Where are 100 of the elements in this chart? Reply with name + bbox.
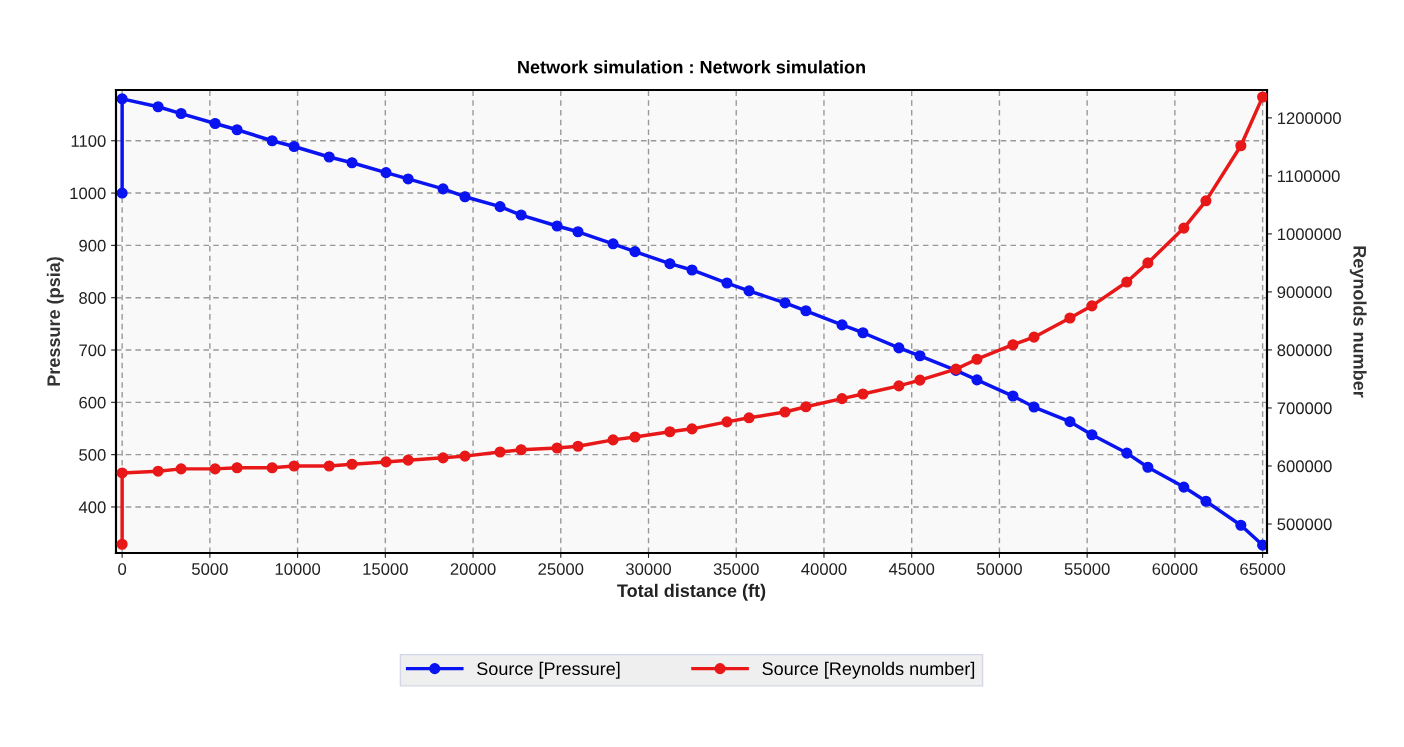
y2-tick-label: 700000: [1277, 402, 1332, 415]
x-tick-label: 60000: [1152, 563, 1198, 575]
y-tick-label: 700: [79, 344, 106, 357]
point: [323, 151, 335, 163]
point: [721, 277, 733, 289]
point: [515, 209, 527, 221]
x-tick-label: 20000: [450, 563, 496, 575]
chart-title: Network simulation : Network simulation: [518, 60, 865, 74]
point: [1178, 222, 1190, 234]
x-tick-label: 30000: [625, 563, 672, 575]
point: [380, 456, 392, 468]
point: [402, 454, 414, 466]
y-tick-label: 1000: [70, 187, 106, 200]
point: [1121, 447, 1133, 459]
point: [402, 173, 414, 185]
x-tick-label: 50000: [976, 563, 1022, 575]
point: [175, 107, 187, 120]
point: [1235, 519, 1247, 531]
point: [1257, 539, 1267, 551]
point: [152, 101, 164, 113]
point: [116, 187, 128, 199]
point: [1086, 429, 1098, 441]
point: [1007, 390, 1019, 402]
point: [323, 460, 335, 472]
x-tick-label: 25000: [538, 563, 584, 575]
x-tick-label: 40000: [801, 563, 847, 575]
point: [1028, 401, 1040, 413]
point: [266, 135, 278, 147]
point: [1142, 257, 1154, 269]
point: [857, 327, 869, 339]
point: [664, 426, 676, 438]
point: [152, 465, 164, 477]
point: [1200, 195, 1212, 207]
point: [572, 226, 584, 238]
x-tick-label: 35000: [713, 563, 759, 575]
point: [1142, 461, 1154, 473]
legend-label: Source [Reynolds number]: [762, 661, 975, 679]
point: [209, 117, 221, 130]
point: [629, 246, 641, 258]
point: [857, 388, 869, 400]
x-tick-label: 45000: [888, 563, 935, 575]
point: [893, 380, 905, 392]
point: [551, 220, 563, 232]
point: [1235, 140, 1247, 152]
y-tick-label: 800: [79, 292, 106, 304]
point: [914, 374, 926, 386]
point: [1064, 416, 1076, 428]
y-tick-label: 400: [78, 501, 106, 514]
point: [743, 412, 755, 424]
point: [1200, 495, 1212, 507]
x-tick-label: 55000: [1064, 563, 1110, 575]
point: [971, 353, 983, 365]
point: [494, 201, 506, 213]
y-tick-label: 600: [79, 396, 106, 409]
point: [743, 285, 755, 297]
point: [346, 458, 358, 470]
point: [893, 342, 905, 354]
point: [836, 319, 848, 331]
point: [266, 462, 278, 474]
point: [116, 538, 128, 550]
point: [551, 442, 563, 454]
point: [459, 450, 471, 462]
point: [515, 444, 527, 456]
point: [380, 167, 392, 179]
point: [288, 460, 300, 472]
y2-tick-label: 600000: [1277, 460, 1332, 473]
point: [288, 140, 300, 153]
point: [116, 93, 128, 105]
point: [494, 446, 506, 458]
point: [686, 264, 698, 276]
x-tick-label: 65000: [1240, 563, 1286, 575]
y2-tick-label: 800000: [1277, 344, 1332, 357]
point: [346, 157, 358, 169]
point: [914, 350, 926, 362]
point: [116, 467, 128, 479]
point: [629, 431, 641, 443]
point: [175, 463, 187, 475]
point: [231, 462, 243, 474]
point: [971, 374, 983, 386]
x-axis-title: Total distance (ft): [617, 583, 766, 601]
x-tick-label: 5000: [192, 563, 228, 575]
legend-label: Source [Pressure]: [477, 661, 620, 679]
point: [800, 305, 812, 317]
point: [779, 297, 791, 309]
x-tick-label: 0: [118, 563, 127, 575]
point: [437, 452, 449, 464]
y2-tick-label: 1100000: [1277, 170, 1340, 183]
y2-axis-title: Reynolds number: [1349, 246, 1367, 398]
point: [1064, 312, 1076, 324]
point: [686, 423, 698, 435]
point: [607, 238, 619, 250]
y-axis-title: Pressure (psia): [46, 257, 64, 386]
point: [664, 258, 676, 270]
x-tick-label: 10000: [275, 563, 321, 575]
point: [437, 183, 449, 195]
point: [1257, 91, 1267, 103]
y-tick-label: 900: [79, 239, 106, 252]
point: [572, 440, 584, 452]
point: [607, 434, 619, 446]
point: [1178, 481, 1190, 493]
